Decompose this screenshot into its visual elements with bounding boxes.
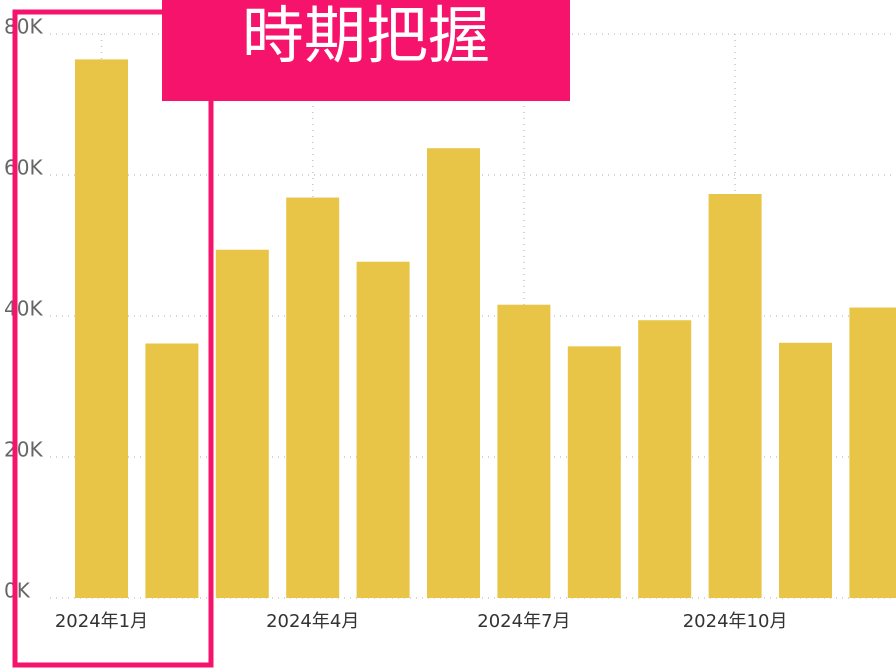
bar [356, 261, 410, 598]
y-tick-label: 40K [4, 297, 43, 321]
x-tick-label: 2024年4月 [266, 611, 359, 632]
x-tick-label: 2024年1月 [55, 611, 148, 632]
bar [427, 148, 480, 598]
bar [145, 343, 199, 598]
bar [779, 342, 832, 598]
annotation-text: 時期把握 [242, 0, 490, 72]
bar [849, 307, 896, 598]
bar [638, 320, 692, 598]
bar [75, 59, 128, 598]
bar [497, 304, 551, 598]
y-tick-label: 60K [4, 156, 43, 180]
bar [215, 249, 269, 599]
y-tick-label: 80K [4, 15, 43, 39]
highlight-frame [12, 9, 214, 668]
bar [567, 346, 621, 598]
annotation-box [162, 0, 570, 101]
bar [708, 194, 762, 598]
bar [286, 197, 340, 598]
x-tick-label: 2024年7月 [477, 611, 570, 632]
y-tick-label: 20K [4, 438, 43, 462]
x-tick-label: 2024年10月 [683, 611, 788, 632]
